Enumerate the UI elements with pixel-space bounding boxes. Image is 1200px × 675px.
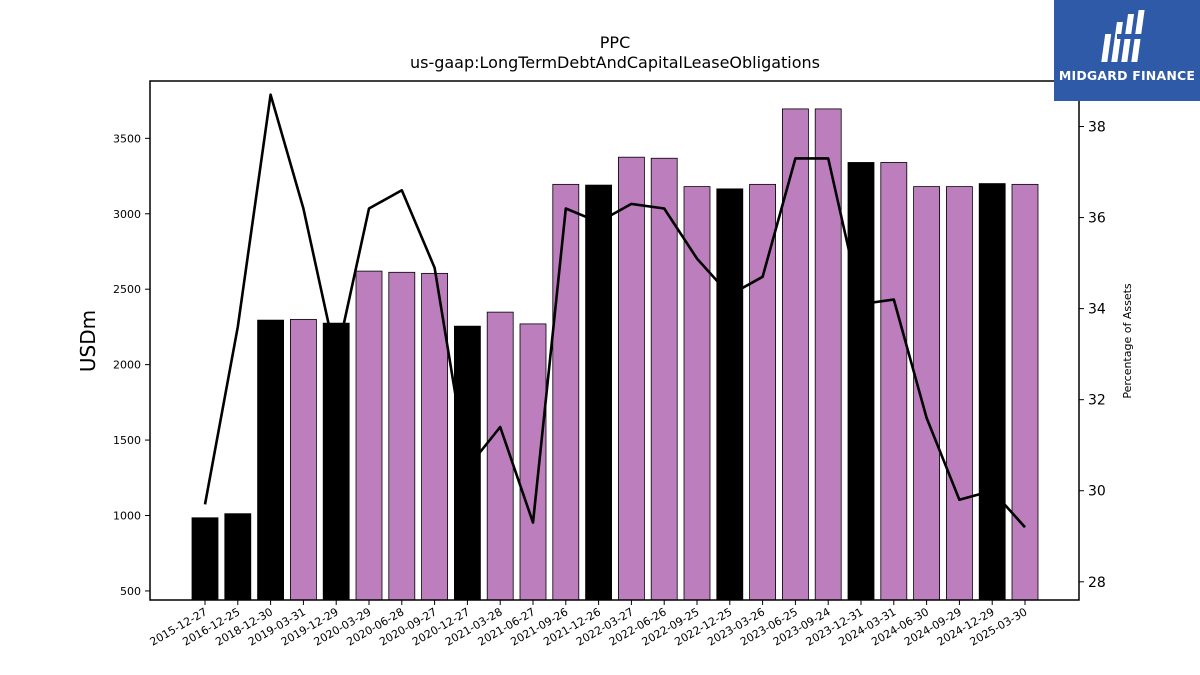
y-tick-label: 500 <box>120 585 141 598</box>
bar <box>913 186 940 601</box>
bar <box>322 322 350 601</box>
y-tick-label: 2000 <box>113 359 141 372</box>
y-tick-label: 1000 <box>113 510 141 523</box>
chart-title: PPC <box>600 33 630 52</box>
bar <box>388 271 416 601</box>
y2-tick-label: 34 <box>1088 302 1106 318</box>
y2-tick-label: 30 <box>1088 484 1106 500</box>
y2-axis-label: Percentage of Assets <box>1121 283 1134 399</box>
plot-frame <box>149 80 1080 601</box>
chart-subtitle: us-gaap:LongTermDebtAndCapitalLeaseOblig… <box>410 53 820 72</box>
bar <box>289 318 317 601</box>
bar <box>782 108 809 601</box>
y2-tick-label: 36 <box>1088 211 1106 227</box>
midgard-logo-icon <box>1101 10 1145 62</box>
y-tick-label: 2500 <box>113 283 141 296</box>
bar <box>978 183 1006 601</box>
y-tick-label: 3000 <box>113 208 141 221</box>
percentage-line <box>203 93 1026 529</box>
bar <box>552 183 580 601</box>
y-tick-label: 3500 <box>113 132 141 145</box>
y2-tick-label: 28 <box>1088 575 1106 591</box>
bar <box>519 323 547 601</box>
brand-logo: MIDGARD FINANCE <box>1054 0 1200 101</box>
bar <box>224 513 252 601</box>
bar <box>257 319 285 601</box>
y-axis-label: USDm <box>76 310 100 372</box>
bar <box>880 162 908 601</box>
bar <box>814 108 842 601</box>
bar <box>618 156 645 601</box>
bar <box>585 184 612 601</box>
bar <box>946 186 973 601</box>
y-tick-label: 1500 <box>113 434 141 447</box>
bar <box>1011 183 1039 601</box>
bar <box>683 186 711 601</box>
bar <box>716 188 744 601</box>
logo-text: MIDGARD FINANCE <box>1058 68 1196 83</box>
y2-tick-label: 38 <box>1088 120 1106 136</box>
bar <box>650 157 678 601</box>
bar <box>847 162 875 601</box>
bar <box>355 270 383 601</box>
y2-tick-label: 32 <box>1088 393 1106 409</box>
bar <box>191 517 219 601</box>
